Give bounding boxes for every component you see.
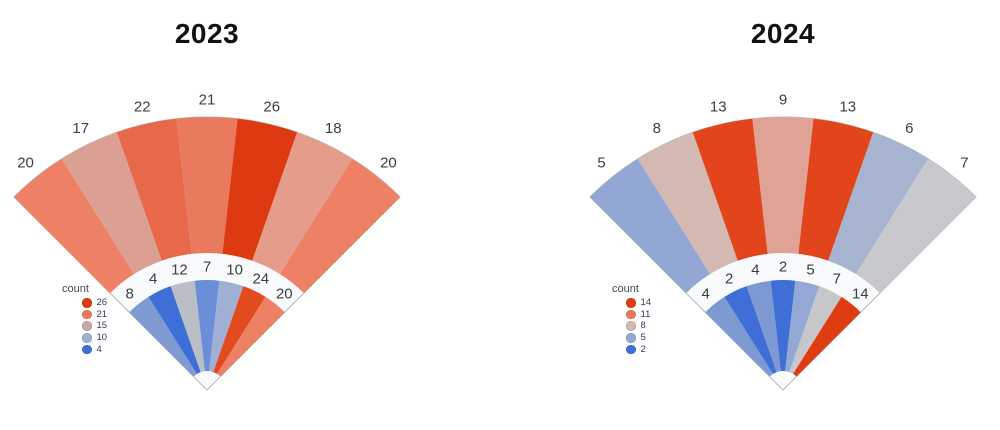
inner-wedge-label: 7: [203, 258, 211, 275]
inner-wedge[interactable]: [170, 280, 205, 373]
inner-wedge[interactable]: [746, 280, 781, 373]
legend-2023: count 26 21 15 10 4: [62, 283, 107, 355]
legend-item[interactable]: 10: [82, 332, 107, 344]
legend-rows: 26 21 15 10 4: [82, 297, 107, 355]
outer-wedge[interactable]: [752, 117, 814, 254]
legend-swatch-icon: [626, 321, 636, 331]
outer-wedge-label: 9: [779, 91, 787, 108]
inner-wedge[interactable]: [705, 296, 773, 377]
outer-wedge[interactable]: [855, 158, 977, 294]
outer-wedge-label: 8: [653, 120, 661, 137]
inner-wedge[interactable]: [213, 286, 266, 374]
outer-wedge[interactable]: [61, 132, 162, 274]
legend-swatch-icon: [82, 298, 92, 308]
inner-wedge-label: 14: [852, 285, 869, 302]
legend-item[interactable]: 15: [82, 320, 107, 332]
legend-title: count: [612, 283, 639, 295]
chart-title-2024: 2024: [750, 18, 816, 49]
legend-swatch-icon: [82, 344, 92, 355]
legend-swatch-icon: [626, 344, 636, 355]
inner-wedge-label: 4: [149, 271, 157, 288]
legend-item[interactable]: 5: [626, 332, 651, 344]
legend-label: 5: [640, 332, 646, 344]
inner-wedge-label: 4: [702, 285, 710, 302]
legend-title: count: [62, 283, 89, 295]
legend-item[interactable]: 26: [82, 297, 107, 309]
legend-swatch-icon: [82, 309, 92, 320]
outer-wedge[interactable]: [13, 158, 135, 294]
legend-item[interactable]: 4: [82, 344, 107, 356]
legend-label: 14: [640, 297, 652, 309]
inner-wedge-label: 4: [751, 261, 759, 278]
legend-swatch-icon: [82, 333, 92, 343]
outer-wedge[interactable]: [116, 118, 192, 261]
legend-item[interactable]: 2: [626, 344, 651, 356]
outer-wedge[interactable]: [692, 118, 768, 261]
chart-2024: 2024 5 8 13 9 13 6 7 4 2 4 2 5 7 14 count 14 11 8 5 2: [576, 0, 1000, 430]
inner-wedge-label: 2: [725, 271, 733, 288]
inner-wedge[interactable]: [770, 279, 796, 372]
inner-wedge-label: 7: [833, 271, 841, 288]
outer-wedge-label: 5: [597, 155, 605, 172]
legend-label: 15: [96, 320, 108, 332]
outer-wedge[interactable]: [798, 118, 874, 261]
outer-wedge[interactable]: [279, 158, 401, 294]
outer-wedge-label: 17: [72, 120, 89, 137]
legend-swatch-icon: [626, 309, 636, 320]
outer-wedge-label: 6: [905, 120, 913, 137]
inner-wedge[interactable]: [789, 286, 842, 374]
outer-wedge-label: 7: [960, 155, 968, 172]
outer-wedge-label: 20: [17, 155, 34, 172]
outer-wedge-label: 21: [199, 91, 216, 108]
inner-wedge-label: 10: [226, 261, 243, 278]
inner-wedge[interactable]: [724, 286, 777, 374]
outer-wedge-label: 20: [380, 155, 397, 172]
outer-wedge-label: 13: [710, 99, 727, 116]
outer-wedge[interactable]: [637, 132, 738, 274]
outer-wedge[interactable]: [176, 117, 238, 254]
legend-swatch-icon: [82, 321, 92, 331]
legend-2024: count 14 11 8 5 2: [612, 283, 651, 355]
outer-wedge-label: 26: [263, 99, 280, 116]
legend-rows: 14 11 8 5 2: [626, 297, 651, 355]
legend-label: 2: [640, 343, 646, 355]
inner-wedge-label: 8: [126, 285, 134, 302]
inner-wedge[interactable]: [148, 286, 201, 374]
inner-wedge-label: 12: [171, 261, 188, 278]
chart-title-2023: 2023: [174, 18, 240, 49]
outer-wedge[interactable]: [222, 118, 298, 261]
inner-wedge[interactable]: [217, 296, 285, 377]
inner-wedge-label: 20: [276, 285, 293, 302]
legend-item[interactable]: 11: [626, 309, 651, 321]
outer-wedge[interactable]: [252, 132, 353, 274]
legend-label: 21: [96, 308, 108, 320]
outer-wedge[interactable]: [828, 132, 929, 274]
legend-swatch-icon: [626, 333, 636, 343]
legend-item[interactable]: 21: [82, 309, 107, 321]
legend-label: 26: [96, 297, 108, 309]
inner-wedge[interactable]: [129, 296, 197, 377]
legend-item[interactable]: 14: [626, 297, 651, 309]
legend-label: 11: [640, 308, 651, 320]
inner-wedge-label: 5: [806, 261, 814, 278]
inner-wedge[interactable]: [194, 279, 220, 372]
legend-swatch-icon: [626, 298, 636, 308]
outer-wedge-label: 13: [839, 99, 856, 116]
outer-wedge-label: 22: [134, 99, 151, 116]
legend-label: 8: [640, 320, 646, 332]
legend-label: 4: [96, 343, 102, 355]
inner-wedge[interactable]: [785, 280, 820, 373]
legend-label: 10: [96, 332, 108, 344]
inner-wedge[interactable]: [793, 296, 861, 377]
outer-wedge-label: 18: [325, 120, 342, 137]
outer-wedge[interactable]: [589, 158, 711, 294]
legend-item[interactable]: 8: [626, 320, 651, 332]
inner-wedge-label: 24: [252, 271, 269, 288]
chart-2023: 2023 20 17 22 21 26 18 20 8 4 12 7 10 24 20 count 26 2…: [0, 0, 470, 430]
inner-wedge-label: 2: [779, 258, 787, 275]
inner-wedge[interactable]: [209, 280, 244, 373]
